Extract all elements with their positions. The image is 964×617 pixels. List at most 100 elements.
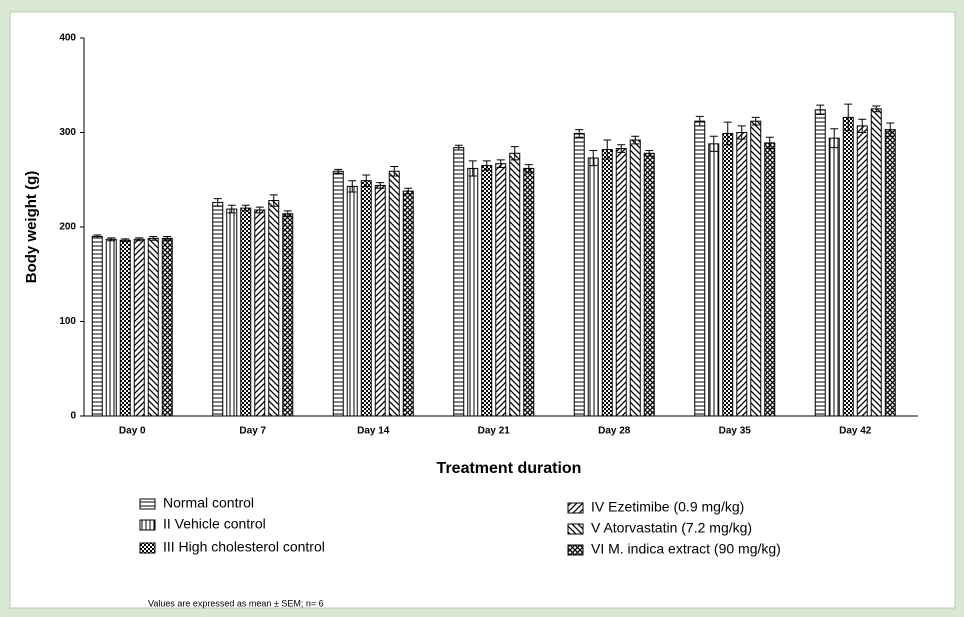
bar (870, 108, 882, 417)
bar (573, 132, 585, 417)
x-tick-label: Day 7 (239, 426, 266, 437)
bar (388, 170, 400, 417)
bar (161, 237, 173, 417)
footnote: Values are expressed as mean ± SEM; n= 6 (148, 598, 324, 608)
bar (453, 147, 465, 417)
bar (856, 125, 868, 417)
error-bar (816, 104, 825, 116)
bar (828, 137, 840, 417)
error-bar (645, 149, 654, 157)
bar (282, 213, 294, 417)
y-axis-title: Body weight (g) (23, 171, 40, 284)
bar (147, 237, 159, 417)
legend-swatch (139, 498, 156, 510)
x-tick-label: Day 0 (119, 426, 146, 437)
error-bar (709, 135, 718, 152)
error-bar (376, 182, 385, 189)
bar (694, 120, 706, 417)
bar (884, 129, 896, 417)
error-bar (269, 194, 278, 207)
bar (708, 143, 720, 417)
bar (615, 148, 627, 417)
bar (750, 120, 762, 417)
legend-swatch (139, 519, 156, 531)
error-bar (121, 238, 130, 243)
bar (374, 184, 386, 417)
bar (601, 149, 613, 417)
error-bar (765, 136, 774, 150)
bar (119, 239, 131, 417)
legend-label: Normal control (163, 495, 254, 511)
legend-label: III High cholesterol control (163, 539, 325, 555)
error-bar (404, 187, 413, 195)
bar (268, 200, 280, 417)
error-bar (390, 166, 399, 177)
bar (495, 163, 507, 417)
error-bar (872, 105, 881, 113)
bar (91, 235, 103, 417)
bar (133, 238, 145, 417)
error-bar (617, 144, 626, 153)
y-tick-label: 100 (59, 316, 76, 327)
bar (736, 132, 748, 417)
legend-label: V Atorvastatin (7.2 mg/kg) (591, 520, 752, 536)
bar (346, 185, 358, 417)
error-bar (468, 160, 477, 177)
error-bar (163, 235, 172, 241)
legend-swatch (567, 523, 584, 535)
error-bar (723, 121, 732, 146)
legend-label: II Vehicle control (163, 516, 266, 532)
x-tick-label: Day 21 (478, 426, 511, 437)
bar (722, 132, 734, 417)
bar (523, 167, 535, 417)
legend-swatch (567, 502, 584, 514)
error-bar (510, 146, 519, 161)
error-bar (737, 125, 746, 140)
error-bar (255, 206, 264, 214)
bar (509, 152, 521, 417)
error-bar (631, 135, 640, 145)
error-bar (524, 164, 533, 173)
y-tick-label: 400 (59, 33, 76, 44)
error-bar (135, 237, 144, 242)
bar (467, 167, 479, 417)
bar (629, 139, 641, 417)
x-tick-label: Day 28 (598, 426, 631, 437)
error-bar (149, 235, 158, 241)
bar (814, 109, 826, 417)
legend-swatch (567, 544, 584, 556)
error-bar (575, 129, 584, 138)
x-tick-label: Day 35 (719, 426, 752, 437)
bar (402, 190, 414, 417)
bar (226, 208, 238, 417)
error-bar (334, 168, 343, 174)
error-bar (227, 204, 236, 214)
error-bar (454, 144, 463, 151)
error-bar (241, 204, 250, 212)
bar (105, 238, 117, 417)
legend-swatch (139, 542, 156, 554)
bar (481, 165, 493, 417)
error-bar (482, 160, 491, 171)
bar (212, 201, 224, 417)
bar (764, 142, 776, 417)
error-bar (695, 115, 704, 127)
error-bar (496, 159, 505, 168)
error-bar (830, 128, 839, 149)
error-bar (213, 198, 222, 207)
error-bar (858, 118, 867, 133)
x-tick-label: Day 14 (357, 426, 390, 437)
bar (360, 180, 372, 417)
x-axis-title: Treatment duration (437, 460, 582, 477)
y-tick-label: 200 (59, 222, 76, 233)
error-bar (886, 122, 895, 137)
bar (587, 157, 599, 417)
error-bar (589, 149, 598, 167)
bar (643, 152, 655, 417)
bar (254, 209, 266, 417)
error-bar (107, 237, 116, 242)
error-bar (751, 116, 760, 126)
error-bar (844, 103, 853, 132)
